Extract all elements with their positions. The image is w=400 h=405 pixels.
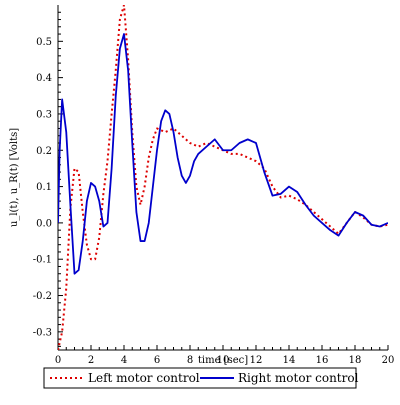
legend-label-left: Left motor control xyxy=(88,371,200,385)
x-tick-label: 6 xyxy=(154,355,160,366)
x-tick-label: 16 xyxy=(316,355,329,366)
series-lines xyxy=(58,5,388,350)
x-tick-label: 20 xyxy=(382,355,395,366)
x-tick-label: 12 xyxy=(250,355,263,366)
y-tick-label: -0.1 xyxy=(33,255,52,266)
y-tick-label: 0.4 xyxy=(36,73,52,84)
x-tick-label: 10 xyxy=(217,355,230,366)
y-tick-label: -0.3 xyxy=(33,327,52,338)
legend-label-right: Right motor control xyxy=(238,371,359,385)
x-tick-label: 0 xyxy=(55,355,61,366)
y-tick-label: 0.5 xyxy=(36,37,52,48)
plot-area: 0 2 4 6 8 10 12 14 16 18 20 -0.3 -0.2 -0.1 0.0 0.1 0.2 0… xyxy=(33,5,395,366)
x-tick-label: 14 xyxy=(283,355,296,366)
series-line-right-motor xyxy=(58,33,388,275)
y-tick-label: 0.0 xyxy=(36,218,52,229)
y-tick-label: 0.2 xyxy=(36,146,52,157)
series-line-left-motor xyxy=(58,5,388,350)
y-tick-label: 0.1 xyxy=(36,182,52,193)
y-ticks: -0.3 -0.2 -0.1 0.0 0.1 0.2 0.3 0.4 0.5 xyxy=(33,11,63,347)
y-axis-title: u_l(t), u_R(t) [Volts] xyxy=(9,128,20,227)
x-tick-label: 8 xyxy=(187,355,193,366)
y-tick-label: 0.3 xyxy=(36,109,52,120)
x-tick-label: 18 xyxy=(349,355,362,366)
x-ticks: 0 2 4 6 8 10 12 14 16 18 20 xyxy=(55,345,395,366)
x-tick-label: 4 xyxy=(121,355,127,366)
x-tick-label: 2 xyxy=(88,355,94,366)
y-tick-label: -0.2 xyxy=(33,291,52,302)
legend: Left motor control Right motor control xyxy=(43,367,359,389)
x-axis-title: time [sec] xyxy=(198,355,248,366)
